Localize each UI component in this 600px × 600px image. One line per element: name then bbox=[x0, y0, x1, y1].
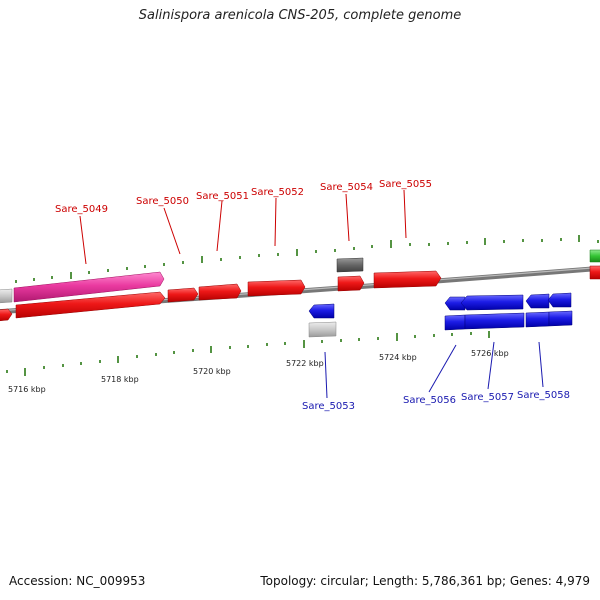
kbp-labels: 5716 kbp 5718 kbp 5720 kbp 5722 kbp 5724… bbox=[8, 349, 509, 394]
gene-arrow-sare-5058[interactable] bbox=[525, 311, 550, 328]
kbp-label: 5716 kbp bbox=[8, 385, 46, 394]
bottom-leader-lines bbox=[324, 341, 544, 399]
gene-arrow[interactable] bbox=[589, 265, 600, 280]
leader-line bbox=[487, 341, 495, 390]
gene-label-sare-5052[interactable]: Sare_5052 bbox=[251, 187, 304, 198]
gene-arrow-sare-5052[interactable] bbox=[247, 279, 306, 297]
gene-arrow-sare-5053-upper[interactable] bbox=[308, 303, 335, 319]
gene-label-sare-5055[interactable]: Sare_5055 bbox=[379, 179, 432, 190]
gene-arrow-sare-5051[interactable] bbox=[198, 283, 242, 301]
kbp-label: 5720 kbp bbox=[193, 367, 231, 376]
top-gene-labels[interactable]: Sare_5049 Sare_5050 Sare_5051 Sare_5052 … bbox=[55, 179, 432, 215]
leader-line bbox=[324, 351, 328, 399]
gene-arrow-sare-5050[interactable] bbox=[167, 287, 199, 303]
gene-arrow[interactable] bbox=[589, 249, 600, 263]
gene-arrow[interactable] bbox=[548, 310, 573, 327]
leader-line bbox=[79, 215, 87, 265]
gene-arrow[interactable] bbox=[0, 288, 13, 304]
outer-ticks bbox=[15, 235, 599, 283]
gene-label-sare-5054[interactable]: Sare_5054 bbox=[320, 182, 373, 193]
gene-arrow[interactable] bbox=[547, 292, 572, 308]
gene-arrow[interactable] bbox=[0, 308, 13, 322]
gene-arrow-sare-5054[interactable] bbox=[337, 275, 365, 292]
gene-arrow-sare-5055[interactable] bbox=[373, 270, 442, 289]
forward-genes[interactable] bbox=[0, 249, 600, 322]
gene-arrow[interactable] bbox=[460, 294, 524, 311]
leader-line bbox=[345, 193, 350, 242]
gene-arrow-sare-5057[interactable] bbox=[464, 312, 525, 330]
genome-summary-text: Topology: circular; Length: 5,786,361 bp… bbox=[260, 574, 590, 588]
gene-arrow-sare-5054-upper[interactable] bbox=[336, 257, 364, 273]
leader-line bbox=[403, 189, 407, 239]
gene-label-sare-5051[interactable]: Sare_5051 bbox=[196, 191, 249, 202]
leader-line bbox=[274, 197, 277, 247]
gene-label-sare-5050[interactable]: Sare_5050 bbox=[136, 196, 189, 207]
kbp-label: 5722 kbp bbox=[286, 359, 324, 368]
gene-arrow[interactable] bbox=[525, 293, 550, 309]
kbp-label: 5724 kbp bbox=[379, 353, 417, 362]
leader-line bbox=[428, 344, 457, 393]
gene-label-sare-5056[interactable]: Sare_5056 bbox=[403, 395, 456, 406]
genome-title: Salinispora arenicola CNS-205, complete … bbox=[138, 8, 462, 23]
leader-line bbox=[163, 207, 181, 255]
kbp-label: 5726 kbp bbox=[471, 349, 509, 358]
reverse-genes[interactable] bbox=[308, 292, 573, 338]
inner-ticks bbox=[6, 331, 490, 376]
accession-text: Accession: NC_009953 bbox=[9, 574, 146, 588]
gene-label-sare-5049[interactable]: Sare_5049 bbox=[55, 204, 108, 215]
gene-label-sare-5057[interactable]: Sare_5057 bbox=[461, 392, 514, 403]
kbp-label: 5718 kbp bbox=[101, 375, 139, 384]
top-leader-lines bbox=[79, 189, 407, 265]
gene-arrow-sare-5053[interactable] bbox=[308, 321, 337, 338]
gene-arrow[interactable] bbox=[15, 291, 166, 319]
leader-line bbox=[216, 200, 223, 252]
gene-label-sare-5058[interactable]: Sare_5058 bbox=[517, 390, 570, 401]
leader-line bbox=[538, 341, 544, 388]
gene-arrow-sare-5056[interactable] bbox=[444, 314, 466, 331]
gene-label-sare-5053[interactable]: Sare_5053 bbox=[302, 401, 355, 412]
gene-arrow-sare-5049[interactable] bbox=[13, 271, 165, 303]
bottom-gene-labels[interactable]: Sare_5053 Sare_5056 Sare_5057 Sare_5058 bbox=[302, 390, 570, 412]
